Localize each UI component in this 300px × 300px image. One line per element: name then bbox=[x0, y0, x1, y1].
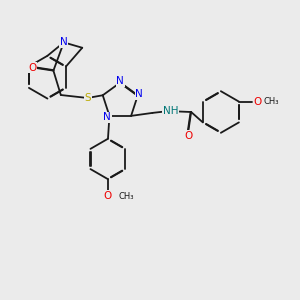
Text: N: N bbox=[60, 38, 68, 47]
Text: O: O bbox=[104, 191, 112, 201]
Text: S: S bbox=[84, 93, 91, 103]
Text: N: N bbox=[103, 112, 111, 122]
Text: N: N bbox=[135, 89, 143, 99]
Text: CH₃: CH₃ bbox=[264, 97, 279, 106]
Text: NH: NH bbox=[163, 106, 179, 116]
Text: N: N bbox=[116, 76, 124, 86]
Text: O: O bbox=[28, 63, 37, 73]
Text: O: O bbox=[254, 97, 262, 106]
Text: O: O bbox=[184, 131, 192, 141]
Text: CH₃: CH₃ bbox=[118, 192, 134, 201]
